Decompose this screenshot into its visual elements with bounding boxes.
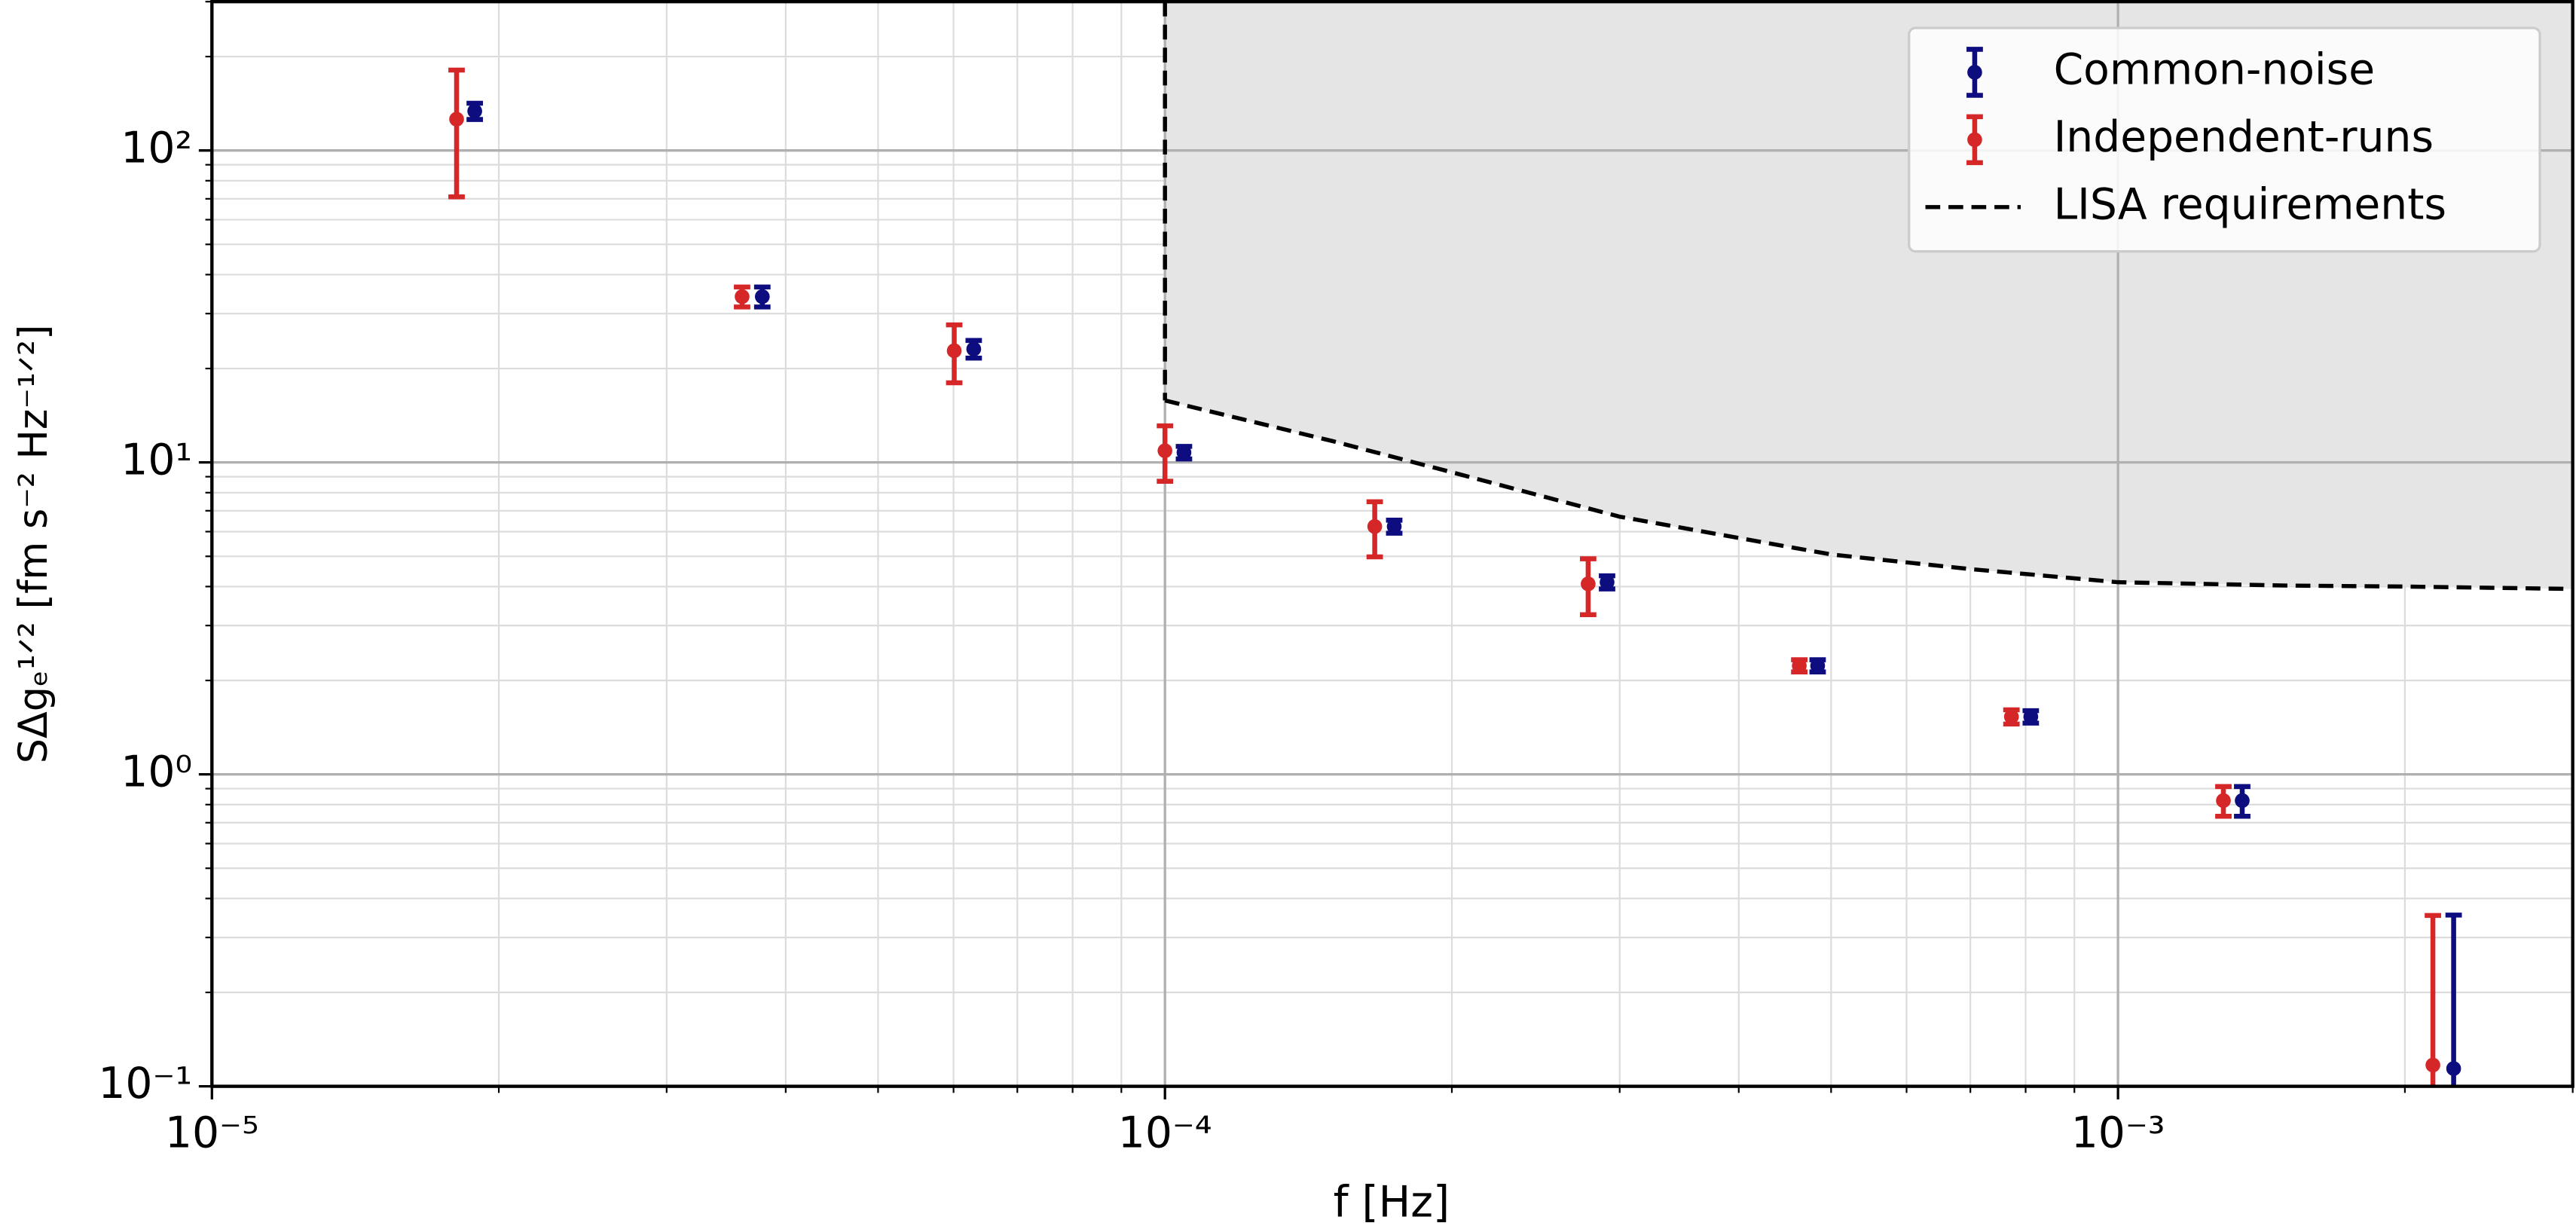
data-point: [2003, 709, 2019, 725]
legend-label: Independent-runs: [2054, 112, 2434, 162]
axes-frame: [210, 0, 2574, 1088]
data-point: [1176, 445, 1192, 460]
x-tick-label: 10⁻³: [2071, 1108, 2165, 1158]
data-point: [467, 103, 482, 119]
legend-box: [1908, 26, 2541, 253]
data-point: [2023, 709, 2039, 725]
data-point: [1386, 518, 1402, 534]
y-tick-label: 10⁰: [121, 747, 192, 796]
y-axis-label: SΔgₑ¹ᐟ² [fm s⁻² Hz⁻¹ᐟ²]: [11, 325, 57, 764]
data-point: [449, 112, 464, 127]
data-point: [2446, 1061, 2461, 1076]
legend-label: LISA requirements: [2054, 179, 2446, 229]
y-tick-label: 10¹: [121, 435, 192, 485]
legend: Common-noise Independent-runs LISA require…: [1908, 26, 2541, 253]
y-tick-label: 10²: [121, 123, 192, 173]
x-axis-label: f [Hz]: [1334, 1177, 1450, 1226]
data-point: [754, 289, 770, 304]
data-point: [1157, 443, 1173, 458]
data-point: [966, 341, 982, 356]
error-bar: [2445, 913, 2462, 1087]
legend-swatch: [1967, 132, 1982, 148]
data-point: [1581, 576, 1596, 592]
x-tick-label: 10⁻⁴: [1118, 1108, 1212, 1158]
data-point: [1792, 658, 1807, 674]
data-point: [1810, 658, 1826, 674]
error-bar: [2425, 913, 2441, 1087]
data-point: [2216, 793, 2231, 809]
legend-swatch: [1967, 65, 1982, 80]
data-point: [1367, 518, 1383, 534]
data-point: [1600, 574, 1615, 590]
legend-label: Common-noise: [2054, 45, 2375, 95]
data-point: [2235, 793, 2250, 809]
y-tick-label: 10⁻¹: [98, 1059, 192, 1108]
data-point: [946, 343, 962, 359]
line: [1164, 398, 2573, 592]
x-tick-label: 10⁻⁵: [165, 1108, 259, 1158]
data-point: [2425, 1057, 2440, 1073]
error-bar: [448, 67, 465, 200]
data-point: [735, 289, 750, 304]
